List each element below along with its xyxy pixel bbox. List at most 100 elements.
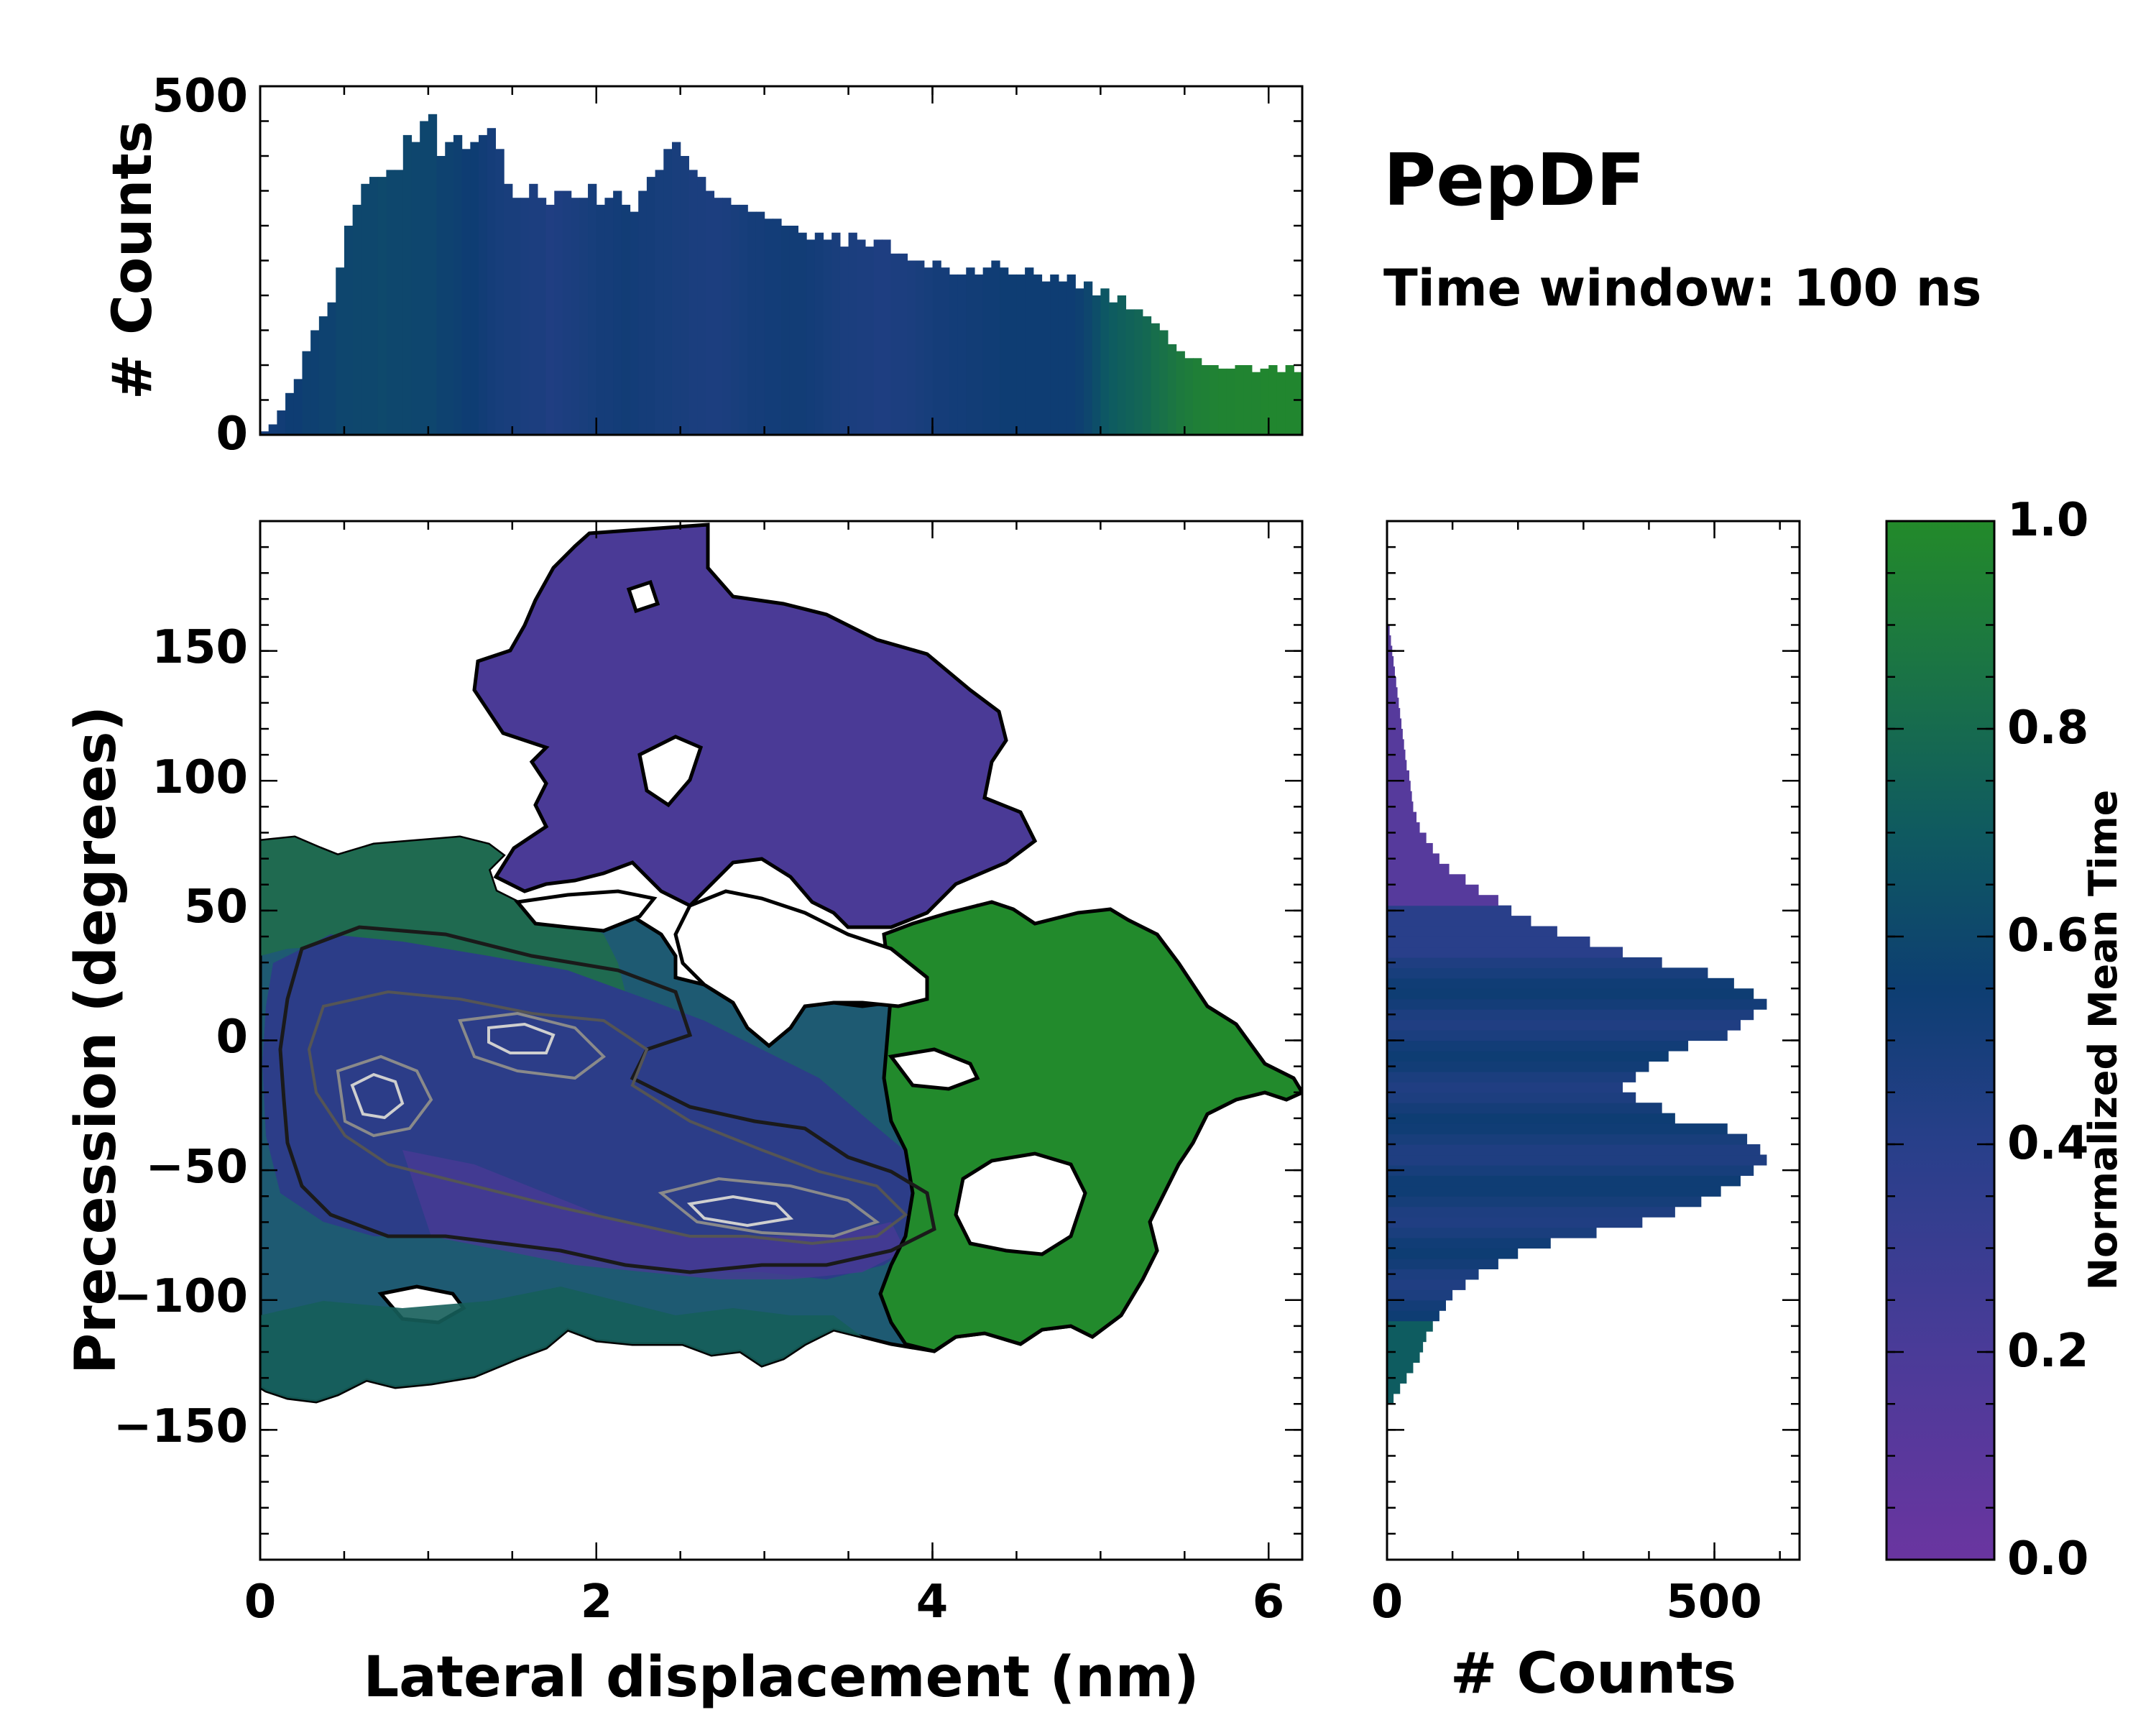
top-histogram-bar bbox=[336, 267, 345, 435]
top-histogram-bar bbox=[1336, 365, 1345, 435]
right-histogram-bar bbox=[1387, 1300, 1446, 1311]
top-histogram-bar bbox=[949, 274, 959, 435]
top-histogram-bar bbox=[1386, 386, 1395, 435]
top-histogram-bar bbox=[621, 204, 631, 435]
top-histogram-bar bbox=[680, 156, 689, 435]
top-histogram-bars bbox=[260, 114, 1488, 436]
top-histogram-bar bbox=[369, 177, 379, 435]
top-histogram-bar bbox=[318, 316, 328, 435]
right-histogram-bar bbox=[1387, 1040, 1689, 1052]
top-histogram-bar bbox=[1235, 365, 1244, 435]
right-xtick-label-500: 500 bbox=[1666, 1576, 1762, 1629]
top-histogram-bar bbox=[537, 198, 547, 435]
ytick-label-m100: −100 bbox=[114, 1270, 248, 1323]
right-histogram-bar bbox=[1387, 1103, 1662, 1114]
top-histogram-bar bbox=[1058, 281, 1068, 435]
right-histogram-bar bbox=[1387, 760, 1407, 771]
heatmap-hole-right bbox=[954, 1151, 1087, 1256]
ytick-label-150: 150 bbox=[152, 621, 248, 674]
right-histogram-bars bbox=[1387, 625, 1767, 1404]
right-histogram-bar bbox=[1387, 1279, 1466, 1290]
right-histogram-bar bbox=[1387, 822, 1420, 834]
top-histogram-bar bbox=[1251, 372, 1261, 435]
right-histogram-bar bbox=[1387, 1217, 1643, 1228]
right-histogram-bar bbox=[1387, 1331, 1427, 1343]
main-ylabel: Precession (degrees) bbox=[64, 706, 129, 1374]
top-histogram-bar bbox=[1075, 288, 1084, 435]
top-histogram-bar bbox=[344, 226, 354, 435]
colorbar-tick-label-0.8: 0.8 bbox=[2007, 702, 2088, 755]
top-histogram-bar bbox=[982, 267, 992, 435]
top-histogram-bar bbox=[747, 211, 757, 435]
top-histogram-bar bbox=[630, 211, 639, 435]
right-histogram-bar bbox=[1387, 832, 1427, 844]
top-histogram-bar bbox=[1142, 316, 1152, 435]
right-histogram-bar bbox=[1387, 978, 1734, 989]
right-histogram-bar bbox=[1387, 1071, 1636, 1082]
ytick-label-50: 50 bbox=[184, 880, 248, 934]
heatmap-region-upper-cluster bbox=[472, 523, 1038, 929]
xtick-label-6: 6 bbox=[1253, 1576, 1285, 1629]
right-histogram-bar bbox=[1387, 656, 1394, 667]
top-histogram-bar bbox=[798, 232, 807, 435]
top-histogram-bar bbox=[411, 142, 420, 435]
top-histogram-bar bbox=[487, 128, 497, 435]
top-histogram-bar bbox=[1437, 407, 1445, 435]
right-histogram-bar bbox=[1387, 781, 1411, 792]
contour-peak-right bbox=[686, 1195, 794, 1228]
top-histogram-bar bbox=[1428, 400, 1437, 436]
right-histogram-bar bbox=[1387, 1289, 1453, 1301]
top-histogram-bar bbox=[1083, 281, 1093, 435]
colorbar-label: Normalized Mean Time bbox=[2081, 790, 2126, 1290]
colorbar-ticks bbox=[1886, 520, 1994, 1561]
top-histogram-bar bbox=[1311, 365, 1319, 435]
top-histogram-bar bbox=[1378, 379, 1386, 435]
right-histogram-bar bbox=[1387, 729, 1403, 740]
heatmap-regions bbox=[260, 523, 1302, 1404]
top-histogram-bar bbox=[697, 177, 706, 435]
right-histogram-bar bbox=[1387, 1393, 1394, 1404]
top-histogram-bar bbox=[1260, 368, 1269, 435]
ytick-label-100: 100 bbox=[152, 751, 248, 804]
top-histogram-bar bbox=[663, 149, 673, 435]
top-histogram-bar bbox=[1167, 344, 1177, 435]
top-histogram-bar bbox=[1151, 323, 1160, 435]
top-histogram-bar bbox=[764, 218, 773, 435]
top-histogram-bar bbox=[495, 149, 505, 435]
top-histogram-bar bbox=[386, 170, 395, 435]
top-histogram-bar bbox=[898, 253, 908, 435]
top-histogram-bar bbox=[739, 204, 748, 435]
plot-title: PepDF bbox=[1383, 138, 1645, 222]
top-histogram-bar bbox=[1479, 428, 1488, 435]
top-histogram-bar bbox=[991, 260, 1000, 435]
top-histogram-bar bbox=[831, 232, 841, 435]
colorbar: 0.0 0.2 0.4 0.6 0.8 1.0 Normalized Mean … bbox=[1885, 494, 2126, 1586]
top-histogram-bar bbox=[705, 190, 715, 435]
top-histogram-bar bbox=[428, 114, 438, 435]
right-histogram-bar bbox=[1387, 811, 1416, 823]
top-histogram-bar bbox=[1243, 365, 1253, 435]
xtick-label-4: 4 bbox=[916, 1576, 949, 1629]
top-histogram-bar bbox=[461, 149, 471, 435]
top-histogram-bar bbox=[402, 134, 413, 435]
top-histogram-bar bbox=[907, 260, 916, 435]
right-histogram-bar bbox=[1387, 1019, 1741, 1031]
right-histogram-bar bbox=[1387, 1383, 1401, 1394]
colorbar-tick-label-0.0: 0.0 bbox=[2007, 1532, 2088, 1586]
top-histogram-bar bbox=[520, 198, 530, 435]
top-histogram-bar bbox=[730, 204, 740, 435]
top-histogram-bar bbox=[916, 260, 925, 435]
top-histogram: 500 0 # Counts bbox=[100, 70, 1488, 461]
right-histogram-bar bbox=[1387, 1164, 1754, 1176]
right-histogram-bar bbox=[1387, 801, 1414, 813]
top-histogram-bar bbox=[554, 190, 563, 435]
top-histogram-bar bbox=[865, 247, 875, 435]
top-histogram-bar bbox=[1184, 358, 1194, 435]
top-histogram-bar bbox=[1134, 309, 1143, 435]
xtick-label-0: 0 bbox=[244, 1576, 277, 1629]
heatmap-hole-upper-2 bbox=[626, 579, 660, 614]
top-histogram-bar bbox=[857, 239, 866, 435]
colorbar-tick-label-0.6: 0.6 bbox=[2007, 909, 2088, 962]
top-histogram-bar bbox=[1420, 397, 1429, 435]
